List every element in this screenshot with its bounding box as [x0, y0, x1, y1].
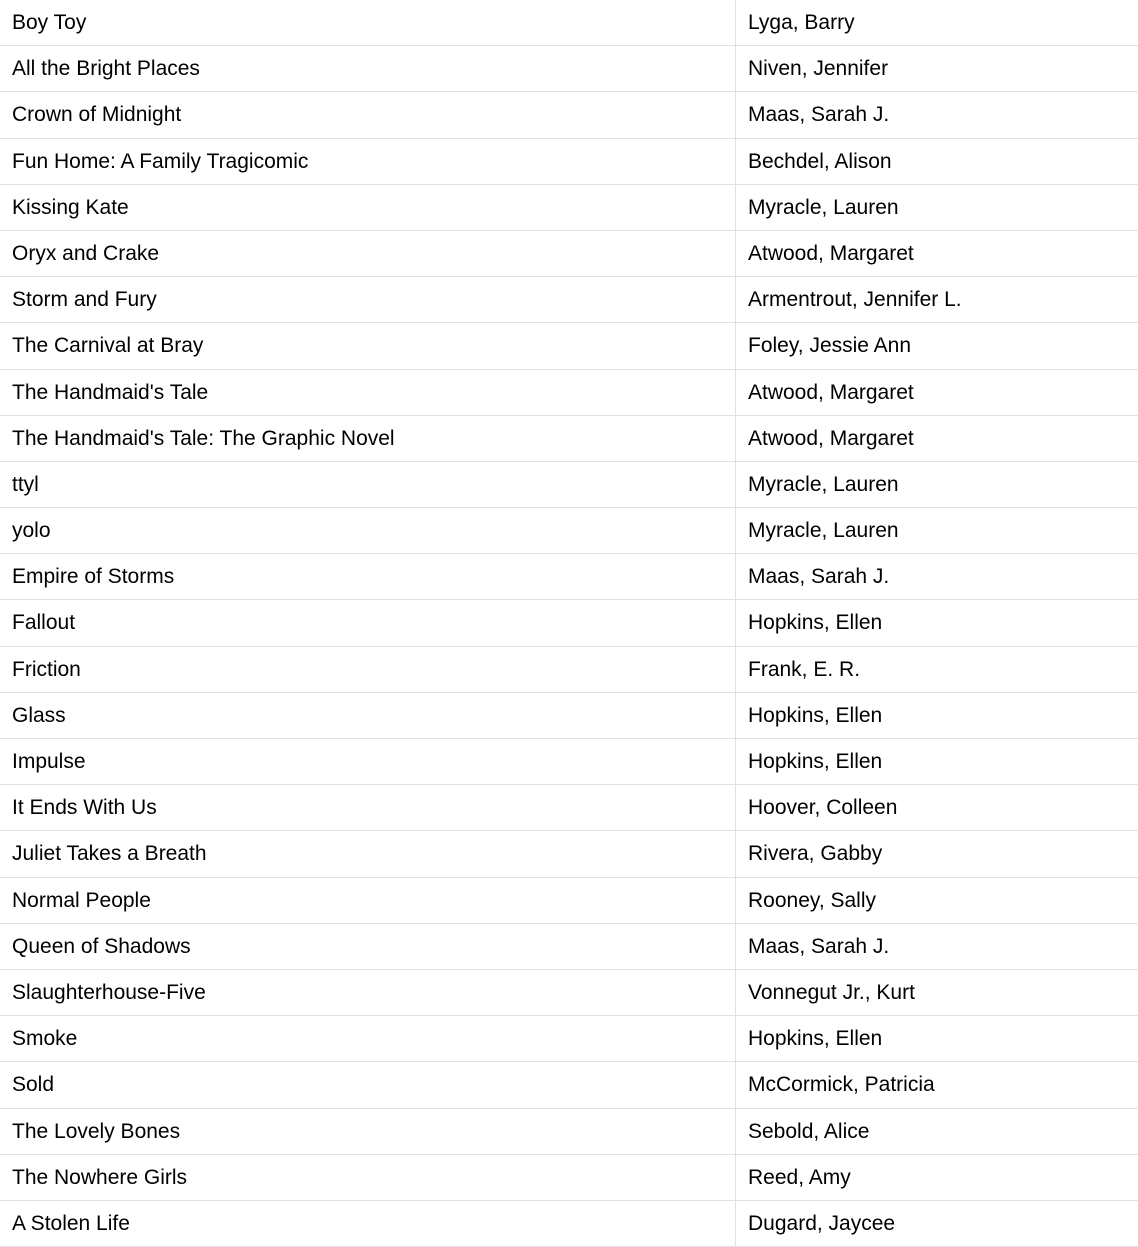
book-author-cell: Atwood, Margaret — [736, 231, 1138, 276]
book-author-cell: Bechdel, Alison — [736, 139, 1138, 184]
book-author-cell: Atwood, Margaret — [736, 370, 1138, 415]
book-title-cell: The Handmaid's Tale — [0, 370, 736, 415]
book-title-cell: Normal People — [0, 878, 736, 923]
book-title-cell: The Lovely Bones — [0, 1109, 736, 1154]
book-title-cell: ttyl — [0, 462, 736, 507]
book-author-cell: Hopkins, Ellen — [736, 600, 1138, 645]
book-author-cell: Hoover, Colleen — [736, 785, 1138, 830]
book-title-cell: The Nowhere Girls — [0, 1155, 736, 1200]
table-row: The Nowhere GirlsReed, Amy — [0, 1155, 1138, 1201]
book-author-cell: McCormick, Patricia — [736, 1062, 1138, 1107]
book-title-cell: Friction — [0, 647, 736, 692]
table-row: SmokeHopkins, Ellen — [0, 1016, 1138, 1062]
book-title-cell: Crown of Midnight — [0, 92, 736, 137]
book-author-cell: Rooney, Sally — [736, 878, 1138, 923]
book-author-cell: Myracle, Lauren — [736, 185, 1138, 230]
table-row: Queen of ShadowsMaas, Sarah J. — [0, 924, 1138, 970]
book-author-cell: Hopkins, Ellen — [736, 739, 1138, 784]
book-author-cell: Maas, Sarah J. — [736, 92, 1138, 137]
book-title-cell: Sold — [0, 1062, 736, 1107]
book-author-cell: Sebold, Alice — [736, 1109, 1138, 1154]
book-title-cell: Empire of Storms — [0, 554, 736, 599]
table-row: The Carnival at BrayFoley, Jessie Ann — [0, 323, 1138, 369]
book-title-cell: Smoke — [0, 1016, 736, 1061]
table-row: FalloutHopkins, Ellen — [0, 600, 1138, 646]
table-row: ttylMyracle, Lauren — [0, 462, 1138, 508]
book-title-cell: Boy Toy — [0, 0, 736, 45]
table-row: All the Bright PlacesNiven, Jennifer — [0, 46, 1138, 92]
table-row: Empire of StormsMaas, Sarah J. — [0, 554, 1138, 600]
book-author-cell: Hopkins, Ellen — [736, 693, 1138, 738]
book-author-cell: Maas, Sarah J. — [736, 554, 1138, 599]
table-row: FrictionFrank, E. R. — [0, 647, 1138, 693]
book-title-cell: The Carnival at Bray — [0, 323, 736, 368]
book-author-cell: Myracle, Lauren — [736, 508, 1138, 553]
table-row: ImpulseHopkins, Ellen — [0, 739, 1138, 785]
book-title-cell: Fallout — [0, 600, 736, 645]
table-row: A Stolen LifeDugard, Jaycee — [0, 1201, 1138, 1247]
book-title-cell: Impulse — [0, 739, 736, 784]
book-title-cell: Glass — [0, 693, 736, 738]
book-author-cell: Armentrout, Jennifer L. — [736, 277, 1138, 322]
table-row: Boy ToyLyga, Barry — [0, 0, 1138, 46]
table-row: It Ends With UsHoover, Colleen — [0, 785, 1138, 831]
table-row: GlassHopkins, Ellen — [0, 693, 1138, 739]
book-title-cell: Queen of Shadows — [0, 924, 736, 969]
book-title-cell: A Stolen Life — [0, 1201, 736, 1246]
book-author-cell: Myracle, Lauren — [736, 462, 1138, 507]
table-row: The Lovely BonesSebold, Alice — [0, 1109, 1138, 1155]
book-title-cell: Storm and Fury — [0, 277, 736, 322]
books-table: Boy ToyLyga, BarryAll the Bright PlacesN… — [0, 0, 1138, 1247]
book-author-cell: Foley, Jessie Ann — [736, 323, 1138, 368]
table-row: Slaughterhouse-FiveVonnegut Jr., Kurt — [0, 970, 1138, 1016]
book-author-cell: Maas, Sarah J. — [736, 924, 1138, 969]
table-row: Normal PeopleRooney, Sally — [0, 878, 1138, 924]
table-row: The Handmaid's Tale: The Graphic NovelAt… — [0, 416, 1138, 462]
book-author-cell: Reed, Amy — [736, 1155, 1138, 1200]
book-author-cell: Vonnegut Jr., Kurt — [736, 970, 1138, 1015]
table-row: SoldMcCormick, Patricia — [0, 1062, 1138, 1108]
book-author-cell: Hopkins, Ellen — [736, 1016, 1138, 1061]
book-title-cell: Slaughterhouse-Five — [0, 970, 736, 1015]
table-row: yoloMyracle, Lauren — [0, 508, 1138, 554]
table-row: Juliet Takes a BreathRivera, Gabby — [0, 831, 1138, 877]
book-title-cell: Fun Home: A Family Tragicomic — [0, 139, 736, 184]
book-title-cell: yolo — [0, 508, 736, 553]
table-row: Oryx and CrakeAtwood, Margaret — [0, 231, 1138, 277]
book-title-cell: All the Bright Places — [0, 46, 736, 91]
book-title-cell: Oryx and Crake — [0, 231, 736, 276]
book-author-cell: Dugard, Jaycee — [736, 1201, 1138, 1246]
table-row: Fun Home: A Family TragicomicBechdel, Al… — [0, 139, 1138, 185]
table-row: Storm and FuryArmentrout, Jennifer L. — [0, 277, 1138, 323]
table-row: Crown of MidnightMaas, Sarah J. — [0, 92, 1138, 138]
book-author-cell: Niven, Jennifer — [736, 46, 1138, 91]
book-author-cell: Lyga, Barry — [736, 0, 1138, 45]
book-author-cell: Atwood, Margaret — [736, 416, 1138, 461]
book-title-cell: It Ends With Us — [0, 785, 736, 830]
book-author-cell: Frank, E. R. — [736, 647, 1138, 692]
book-title-cell: The Handmaid's Tale: The Graphic Novel — [0, 416, 736, 461]
book-title-cell: Kissing Kate — [0, 185, 736, 230]
book-title-cell: Juliet Takes a Breath — [0, 831, 736, 876]
table-row: Kissing KateMyracle, Lauren — [0, 185, 1138, 231]
table-row: The Handmaid's TaleAtwood, Margaret — [0, 370, 1138, 416]
book-author-cell: Rivera, Gabby — [736, 831, 1138, 876]
